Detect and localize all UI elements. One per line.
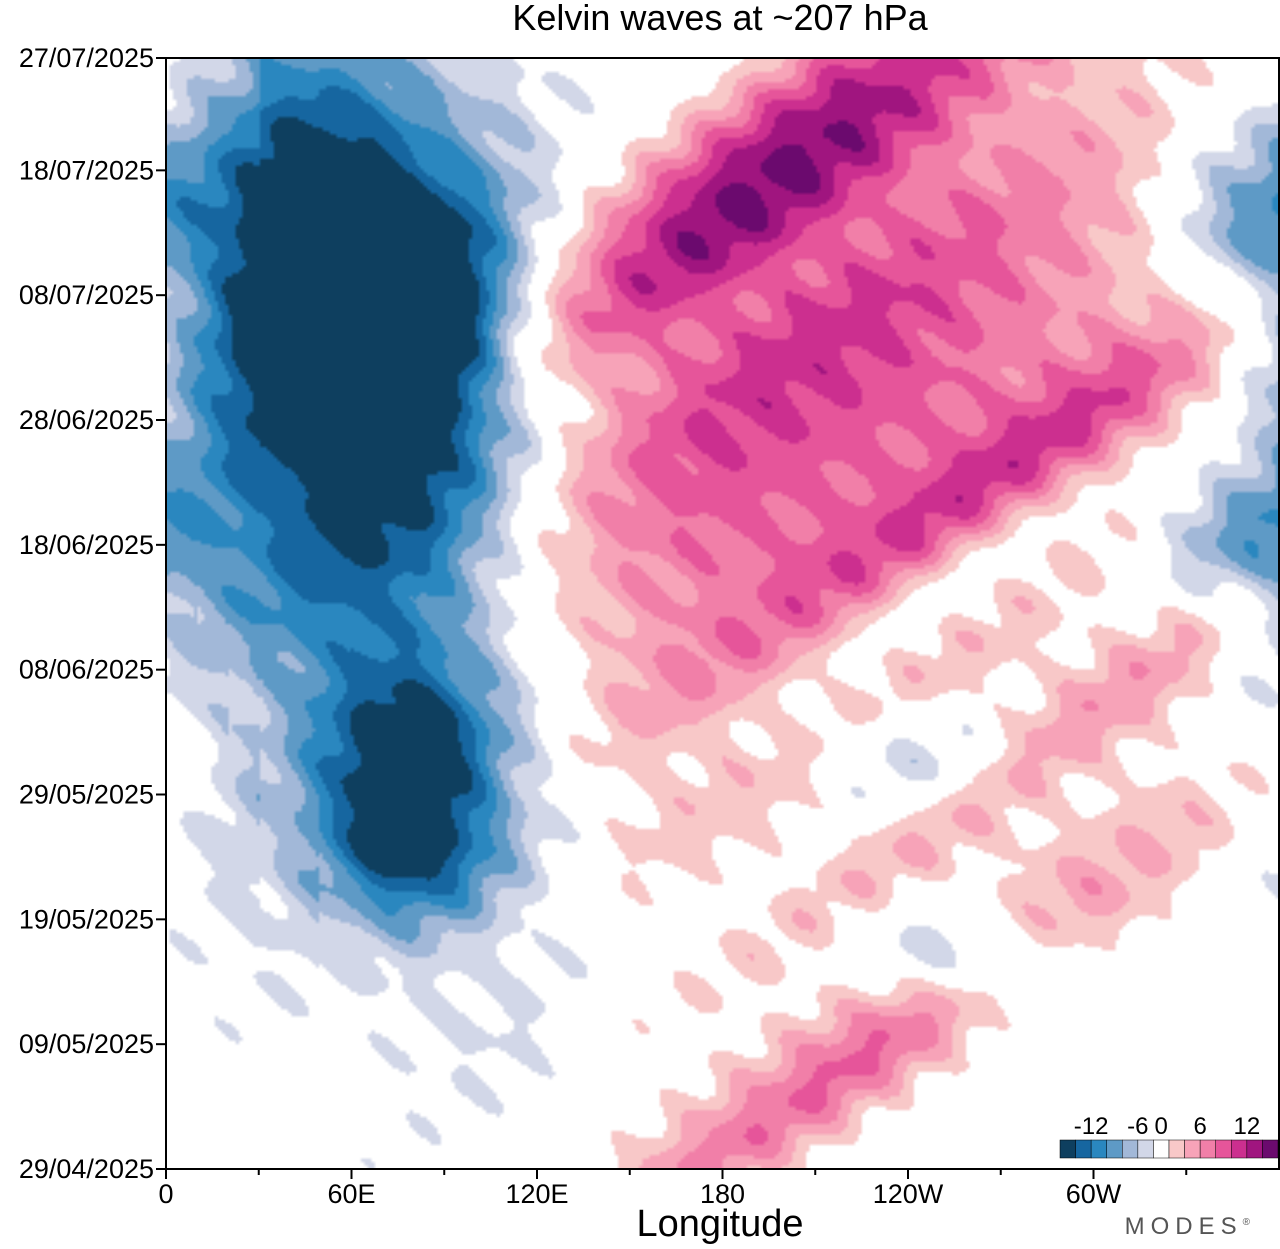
y-tick-label: 19/05/2025 — [19, 904, 154, 934]
y-tick-label: 08/07/2025 — [19, 280, 154, 310]
colorbar-swatch — [1153, 1139, 1170, 1159]
x-tick-label: 180 — [700, 1179, 745, 1209]
y-tick-label: 09/05/2025 — [19, 1029, 154, 1059]
x-axis-label: Longitude — [637, 1203, 804, 1245]
colorbar-tick-label: -12 — [1074, 1113, 1109, 1140]
colorbar-swatch — [1168, 1139, 1185, 1159]
colorbar-swatch — [1184, 1139, 1201, 1159]
y-axis: 29/04/2025 09/05/2025 19/05/2025 29/05/2025… — [19, 43, 166, 1184]
y-tick-label: 28/06/2025 — [19, 405, 154, 435]
x-tick-label: 60W — [1066, 1179, 1122, 1209]
colorbar-swatch — [1106, 1139, 1123, 1159]
colorbar-swatch — [1122, 1139, 1139, 1159]
x-tick-label: 0 — [158, 1179, 173, 1209]
x-tick-label: 60E — [327, 1179, 375, 1209]
modes-watermark: MODES® — [1124, 1213, 1250, 1240]
colorbar-swatch — [1262, 1139, 1279, 1159]
colorbar-swatch — [1075, 1139, 1092, 1159]
x-tick-label: 120E — [505, 1179, 568, 1209]
colorbar-swatch — [1137, 1139, 1154, 1159]
chart-title: Kelvin waves at ~207 hPa — [512, 0, 928, 38]
colorbar-swatch — [1246, 1139, 1263, 1159]
y-tick-label: 29/05/2025 — [19, 780, 154, 810]
colorbar-swatch — [1231, 1139, 1248, 1159]
anomaly-field — [166, 58, 1279, 1169]
y-tick-label: 08/06/2025 — [19, 655, 154, 685]
y-tick-label: 29/04/2025 — [19, 1154, 154, 1184]
colorbar-tick-label: 6 — [1193, 1113, 1206, 1140]
y-tick-label: 18/07/2025 — [19, 155, 154, 185]
colorbar-swatch — [1059, 1139, 1076, 1159]
x-axis: 0 60E 120E 180 120W 60W — [158, 1169, 1188, 1209]
colorbar-tick-label: 12 — [1234, 1113, 1261, 1140]
colorbar-tick-label: -6 — [1127, 1113, 1148, 1140]
x-tick-label: 120W — [873, 1179, 944, 1209]
colorbar-swatch — [1090, 1139, 1107, 1159]
colorbar-swatch — [1199, 1139, 1216, 1159]
y-tick-label: 27/07/2025 — [19, 43, 154, 73]
y-tick-label: 18/06/2025 — [19, 530, 154, 560]
colorbar-swatch — [1215, 1139, 1232, 1159]
colorbar-tick-label: 0 — [1155, 1113, 1168, 1140]
colorbar: -12 -6 0 6 12 — [1059, 1113, 1279, 1159]
